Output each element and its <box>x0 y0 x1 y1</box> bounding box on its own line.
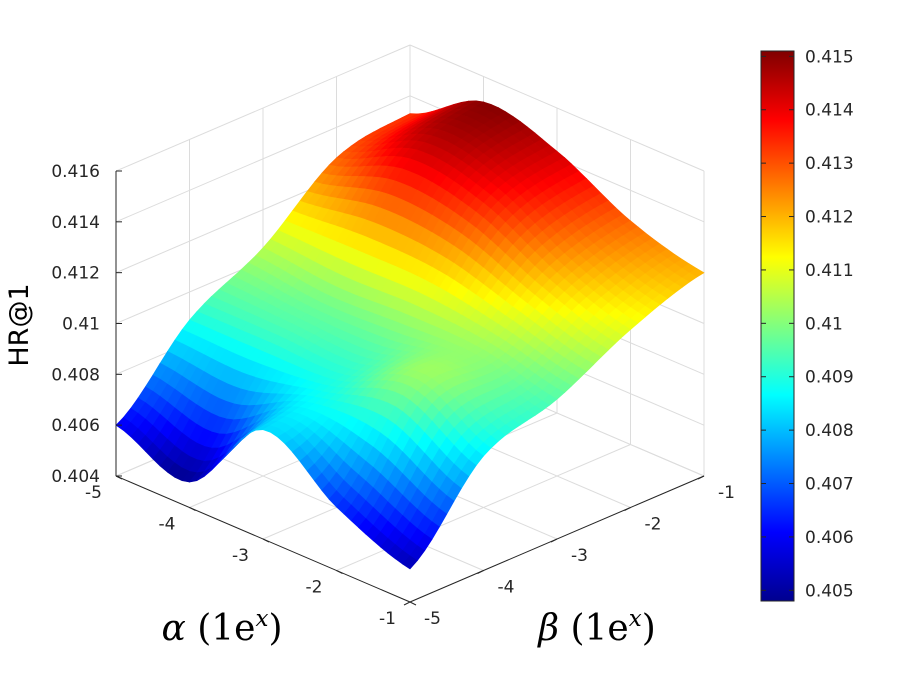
alpha-tick-label: -3 <box>232 546 249 566</box>
wall-grid-line <box>115 95 411 223</box>
z-axis-label: HR@1 <box>4 283 35 366</box>
beta-tick-label: -4 <box>498 578 515 598</box>
alpha-tick-mark <box>409 601 417 606</box>
alpha-tick-mark <box>189 507 196 511</box>
x-axis-label: α (1ex) <box>161 606 282 649</box>
alpha-tick-mark <box>336 570 343 574</box>
colorbar: 0.405 0.406 0.407 0.408 0.409 0.41 0.411 0.412 0… <box>760 47 854 602</box>
beta-tick-label: -5 <box>424 609 441 629</box>
surface-patch <box>402 555 418 570</box>
z-tick-label: 0.412 <box>51 264 100 284</box>
alpha-tick-label: -2 <box>306 578 323 598</box>
beta-tick-label: -1 <box>718 483 735 503</box>
colorbar-scale <box>760 50 795 602</box>
z-tick-label: 0.416 <box>51 162 100 182</box>
beta-tick-mark <box>624 507 631 511</box>
wall-grid-line <box>115 44 411 172</box>
beta-tick-label: -3 <box>571 546 588 566</box>
alpha-tick-label: -5 <box>85 483 102 503</box>
z-tick-label: 0.41 <box>62 315 100 335</box>
alpha-tick-label: -1 <box>379 609 396 629</box>
colorbar-tick-label: 0.414 <box>805 101 854 121</box>
beta-tick-mark <box>697 475 705 480</box>
colorbar-tick-label: 0.408 <box>805 421 854 441</box>
z-tick-label: 0.408 <box>51 365 100 385</box>
colorbar-tick-label: 0.407 <box>805 475 854 495</box>
wall-grid-line <box>409 44 705 172</box>
beta-tick-label: -2 <box>645 515 662 535</box>
colorbar-tick-label: 0.406 <box>805 528 854 548</box>
beta-tick-mark <box>477 570 484 574</box>
surface <box>115 100 705 570</box>
colorbar-tick-label: 0.411 <box>805 261 854 281</box>
axis-ticks: -5 -4 -3 -2 -1 -5 -4 -3 -2 -1 0.404 0.406 0.408 0.41 0… <box>51 162 735 629</box>
alpha-tick-mark <box>262 538 270 543</box>
y-axis-label: β (1ex) <box>536 606 656 649</box>
z-tick-label: 0.406 <box>51 416 100 436</box>
alpha-tick-label: -4 <box>159 515 176 535</box>
beta-tick-mark <box>403 601 411 606</box>
beta-tick-mark <box>550 538 558 543</box>
colorbar-tick-label: 0.41 <box>805 314 843 334</box>
z-tick-label: 0.404 <box>51 467 100 487</box>
colorbar-tick-label: 0.413 <box>805 154 854 174</box>
colorbar-tick-label: 0.405 <box>805 581 854 601</box>
colorbar-tick-label: 0.409 <box>805 368 854 388</box>
colorbar-tick-label: 0.412 <box>805 208 854 228</box>
z-tick-label: 0.414 <box>51 213 100 233</box>
colorbar-tick-label: 0.415 <box>805 47 854 67</box>
